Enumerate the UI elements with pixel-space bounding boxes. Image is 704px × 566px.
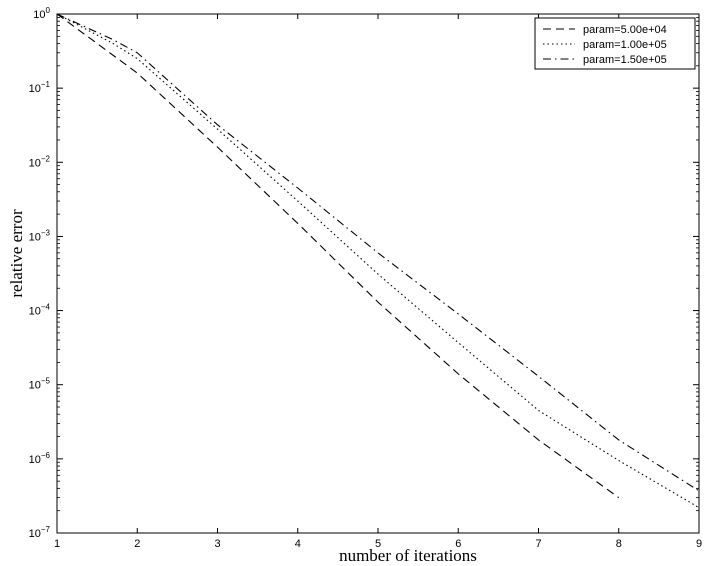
- x-tick-label: 8: [616, 538, 622, 550]
- series-line-1: [56, 13, 620, 499]
- y-tick-label: 10−1: [29, 80, 51, 95]
- y-tick-label: 10−7: [29, 525, 51, 540]
- legend-label-3: param=1.50e+05: [583, 54, 667, 66]
- legend: param=5.00e+04 param=1.00e+05 param=1.50e+…: [534, 17, 696, 70]
- x-tick-label: 3: [214, 538, 220, 550]
- y-axis: 100 10−1 10−2 10−3 10−4 10−5 10−6 10−7: [29, 6, 699, 540]
- x-tick-label: 2: [134, 538, 140, 550]
- series-line-3: [56, 13, 700, 492]
- y-tick-label: 10−6: [29, 451, 51, 466]
- y-tick-label: 10−5: [29, 377, 51, 392]
- y-tick-label: 100: [33, 6, 50, 21]
- x-tick-label: 6: [455, 538, 461, 550]
- x-tick-label: 1: [54, 538, 60, 550]
- series-line-2: [56, 13, 700, 509]
- x-axis: 1 2 3 4 5 6 7 8 9: [54, 14, 702, 550]
- y-axis-title: relative error: [7, 209, 26, 298]
- y-tick-label: 10−3: [29, 228, 51, 243]
- x-tick-label: 5: [375, 538, 381, 550]
- legend-label-1: param=5.00e+04: [583, 24, 667, 36]
- x-tick-label: 4: [295, 538, 301, 550]
- y-tick-label: 10−4: [29, 303, 51, 318]
- x-tick-label: 7: [535, 538, 541, 550]
- legend-label-2: param=1.00e+05: [583, 39, 667, 51]
- plot-content: [56, 13, 700, 509]
- x-axis-title: number of iterations: [339, 546, 477, 565]
- y-tick-label: 10−2: [29, 154, 51, 169]
- x-tick-label: 9: [696, 538, 702, 550]
